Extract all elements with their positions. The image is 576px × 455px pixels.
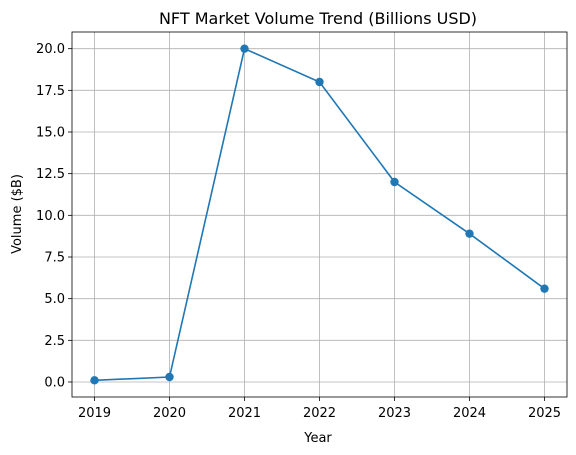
data-point	[165, 372, 174, 382]
data-point	[465, 229, 474, 238]
x-axis-ticks: 2019 2020 2021 2022 2023 2024 2025	[78, 397, 561, 421]
x-tick-label: 2021	[228, 406, 261, 421]
y-tick-label: 15.0	[36, 126, 65, 141]
y-tick-label: 0.0	[44, 376, 65, 391]
y-axis-label: Volume ($B)	[10, 174, 25, 254]
y-tick-label: 20.0	[36, 42, 65, 57]
data-point	[540, 284, 549, 293]
y-tick-label: 10.0	[36, 209, 65, 224]
x-tick-label: 2022	[303, 406, 336, 421]
x-tick-label: 2025	[528, 406, 561, 421]
y-tick-label: 17.5	[36, 84, 65, 99]
y-tick-label: 2.5	[44, 334, 65, 349]
y-tick-label: 12.5	[36, 167, 65, 182]
y-tick-label: 7.5	[44, 251, 65, 266]
data-point	[90, 376, 99, 385]
x-tick-label: 2019	[78, 406, 111, 421]
data-point	[240, 44, 249, 53]
y-tick-label: 5.0	[44, 292, 65, 307]
plot-frame	[71, 31, 568, 398]
chart-title: NFT Market Volume Trend (Billions USD)	[159, 9, 477, 28]
data-point	[315, 77, 324, 87]
x-tick-label: 2023	[378, 406, 411, 421]
data-point	[390, 177, 399, 187]
x-tick-label: 2020	[153, 406, 186, 421]
x-axis-label: Year	[303, 431, 332, 446]
x-tick-label: 2024	[453, 406, 486, 421]
series-layer	[90, 44, 549, 385]
grid-lines	[72, 32, 567, 397]
y-axis-ticks: 0.0 2.5 5.0 7.5 10.0 12.5 15.0 17.5 20.0	[36, 42, 72, 391]
